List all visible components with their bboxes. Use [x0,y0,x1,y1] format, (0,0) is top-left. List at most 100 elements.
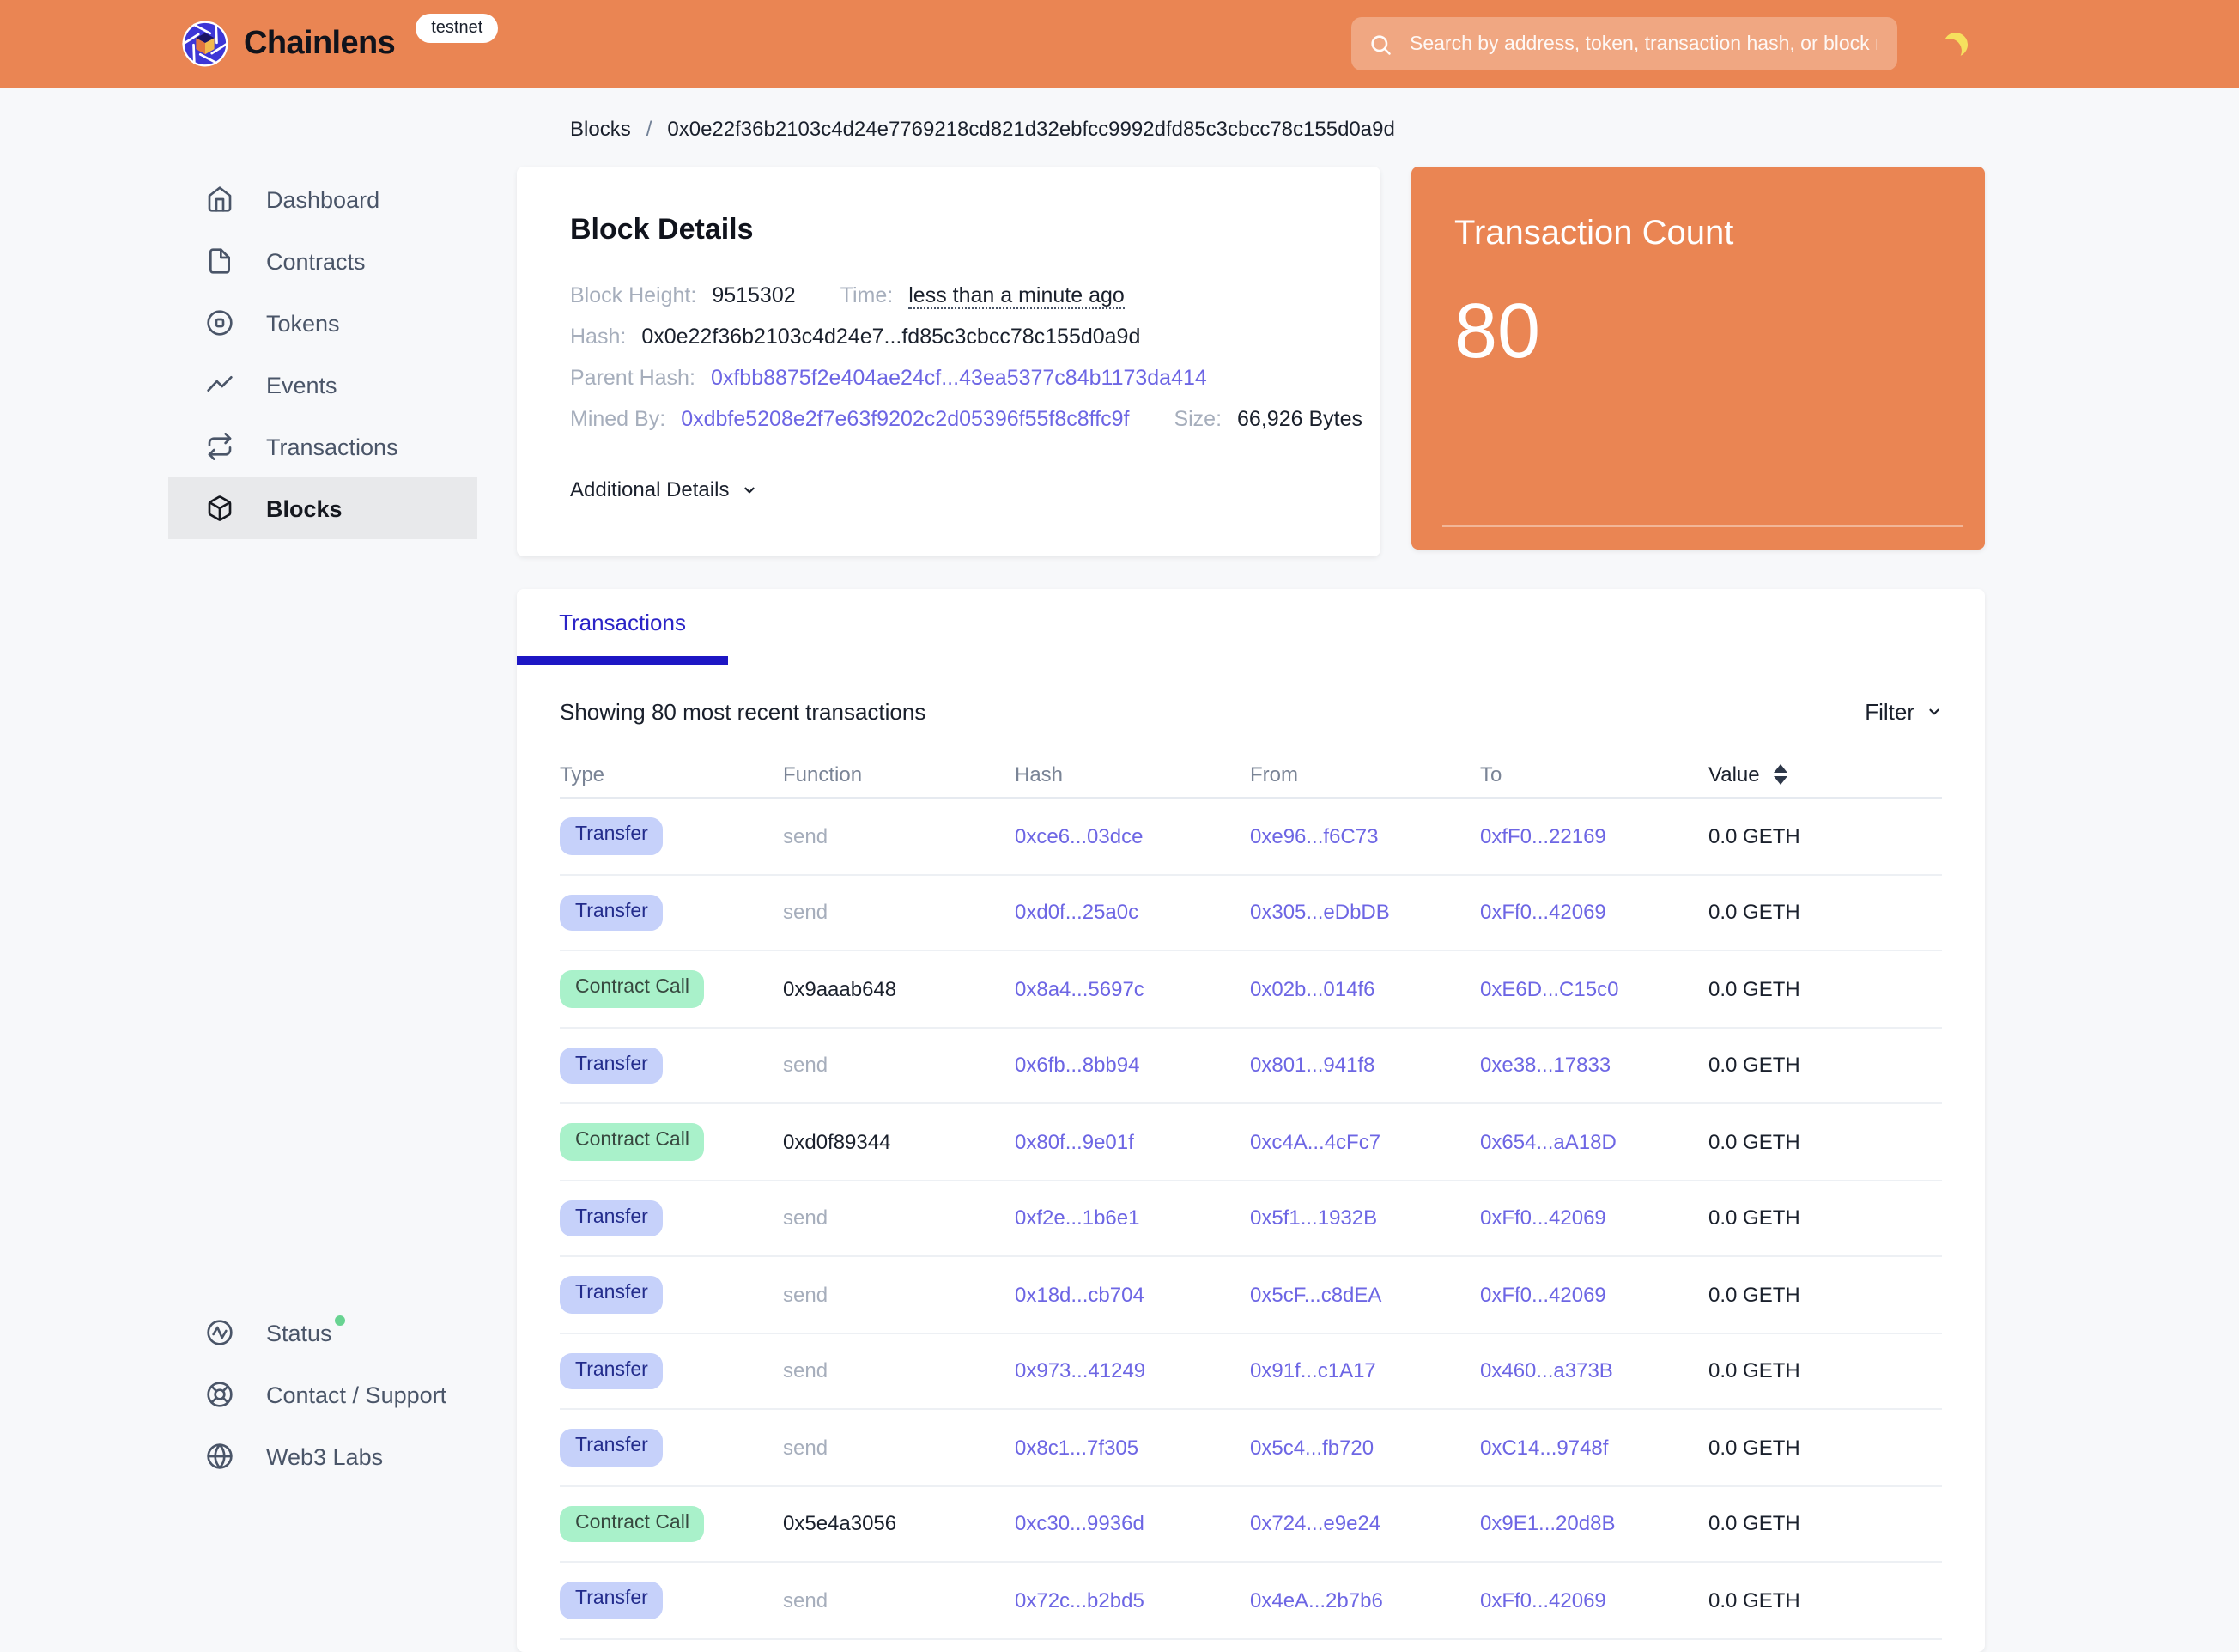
sidebar-item-label: Events [266,372,337,398]
tx-function: send [783,900,828,925]
tx-value: 0.0 GETH [1708,1129,1800,1154]
additional-details-label: Additional Details [570,477,730,501]
tx-to-link[interactable]: 0xFf0...42069 [1480,1206,1606,1230]
tx-hash-link[interactable]: 0x18d...cb704 [1015,1282,1144,1307]
tx-from-link[interactable]: 0x5f1...1932B [1250,1206,1378,1230]
sidebar-item-label: Status [266,1320,332,1345]
tx-hash-link[interactable]: 0xd0f...25a0c [1015,900,1139,925]
sidebar-item-web3-labs[interactable]: Web3 Labs [168,1425,477,1487]
tx-hash-link[interactable]: 0xf2e...1b6e1 [1015,1206,1140,1230]
cube-icon [208,495,232,521]
tx-from-link[interactable]: 0x305...eDbDB [1250,900,1390,925]
top-bar: Chainlens testnet [0,0,2239,88]
search-icon [1371,34,1391,54]
sidebar-item-tokens[interactable]: Tokens [168,292,477,354]
tx-value: 0.0 GETH [1708,823,1800,848]
theme-toggle-button[interactable] [1939,27,1973,61]
tab-transactions-label: Transactions [559,610,686,635]
tx-to-link[interactable]: 0xFf0...42069 [1480,1588,1606,1613]
sidebar-item-dashboard[interactable]: Dashboard [168,168,477,230]
parent-hash-link[interactable]: 0xfbb8875f2e404ae24cf...43ea5377c84b1173… [710,366,1207,390]
table-row: Contract Call 0x9aaab648 0x8a4...5697c 0x02… [560,951,1942,1028]
table-header-row: Type Function Hash From To Value [560,750,1942,799]
parent-hash-label: Parent Hash: [570,366,695,390]
tx-to-link[interactable]: 0xfF0...22169 [1480,823,1606,848]
breadcrumb-blocks-link[interactable]: Blocks [570,117,631,141]
tx-hash-link[interactable]: 0xc30...9936d [1015,1511,1144,1536]
time-value: less than a minute ago [908,282,1125,308]
tx-hash-link[interactable]: 0x80f...9e01f [1015,1129,1134,1154]
table-row: Transfer send 0x72c...b2bd5 0x4eA...2b7b6 0x… [560,1563,1942,1639]
tx-to-link[interactable]: 0x9E1...20d8B [1480,1511,1616,1536]
sidebar-item-label: Blocks [266,495,343,521]
tx-from-link[interactable]: 0x91f...c1A17 [1250,1358,1376,1383]
filter-label: Filter [1865,698,1914,724]
block-details-title: Block Details [570,213,754,246]
chevron-down-icon [1929,708,1939,714]
tx-value: 0.0 GETH [1708,976,1800,1001]
tx-to-link[interactable]: 0xFf0...42069 [1480,1282,1606,1307]
tx-from-link[interactable]: 0x5cF...c8dEA [1250,1282,1382,1307]
tx-type-badge: Contract Call [560,1505,705,1542]
global-search[interactable] [1351,17,1897,70]
sidebar-item-contact-support[interactable]: Contact / Support [168,1364,477,1425]
tx-from-link[interactable]: 0x724...e9e24 [1250,1511,1381,1536]
tx-type-badge: Transfer [560,1200,664,1236]
chainlens-shutter-icon [182,21,228,67]
sidebar-item-contracts[interactable]: Contracts [168,230,477,292]
tx-function: send [783,1435,828,1460]
tx-to-link[interactable]: 0x460...a373B [1480,1358,1613,1383]
tx-hash-link[interactable]: 0xce6...03dce [1015,823,1144,848]
sidebar-item-label: Web3 Labs [266,1443,384,1469]
table-row: Transfer send 0xf2e...1b6e1 0x5f1...1932B 0x… [560,1181,1942,1257]
tx-type-badge: Transfer [560,1352,664,1389]
brand-logo[interactable]: Chainlens [182,21,396,67]
lifebuoy-icon [207,1382,233,1407]
sidebar-item-transactions[interactable]: Transactions [168,416,477,477]
tx-hash-link[interactable]: 0x6fb...8bb94 [1015,1053,1140,1078]
tx-hash-link[interactable]: 0x8a4...5697c [1015,976,1144,1001]
tx-hash-link[interactable]: 0x8c1...7f305 [1015,1435,1139,1460]
tx-hash-link[interactable]: 0x72c...b2bd5 [1015,1588,1144,1613]
tx-to-link[interactable]: 0xE6D...C15c0 [1480,976,1619,1001]
brand-name: Chainlens [244,25,396,61]
tx-value: 0.0 GETH [1708,1282,1800,1307]
block-details-card: Block Details Block Height: 9515302 Time… [517,167,1380,556]
sidebar-item-blocks[interactable]: Blocks [168,477,477,539]
home-icon [208,186,232,212]
sidebar-item-events[interactable]: Events [168,354,477,416]
table-row: Contract Call 0x5e4a3056 0xc30...9936d 0x72… [560,1486,1942,1563]
tx-value: 0.0 GETH [1708,1511,1800,1536]
tab-transactions[interactable]: Transactions [517,589,728,656]
tx-from-link[interactable]: 0x02b...014f6 [1250,976,1375,1001]
tx-from-link[interactable]: 0x801...941f8 [1250,1053,1375,1078]
trend-icon [207,376,233,392]
tx-to-link[interactable]: 0xC14...9748f [1480,1435,1609,1460]
tx-to-link[interactable]: 0xe38...17833 [1480,1053,1611,1078]
sidebar-item-status[interactable]: Status [168,1302,477,1364]
sort-icon[interactable] [1773,764,1787,786]
tx-type-badge: Transfer [560,817,664,854]
column-header-to: To [1480,762,1502,786]
sidebar: Dashboard Contracts Tokens Events Transa… [168,88,477,1652]
tx-value: 0.0 GETH [1708,1435,1800,1460]
breadcrumb-separator: / [646,117,652,141]
tx-from-link[interactable]: 0x5c4...fb720 [1250,1435,1374,1460]
tx-function: 0x9aaab648 [783,976,897,1001]
table-row: Transfer send 0x6fb...8bb94 0x801...941f8 0x… [560,1028,1942,1104]
filter-button[interactable]: Filter [1865,698,1942,724]
tx-type-badge: Transfer [560,1047,664,1084]
tx-from-link[interactable]: 0xe96...f6C73 [1250,823,1379,848]
tx-from-link[interactable]: 0x4eA...2b7b6 [1250,1588,1383,1613]
additional-details-toggle[interactable]: Additional Details [570,477,1380,501]
table-row: Transfer send 0xd0f...25a0c 0x305...eDbDB 0x… [560,875,1942,951]
tx-value: 0.0 GETH [1708,1206,1800,1230]
column-header-value[interactable]: Value [1708,762,1942,786]
tx-hash-link[interactable]: 0x973...41249 [1015,1358,1146,1383]
tx-to-link[interactable]: 0xFf0...42069 [1480,900,1606,925]
breadcrumb: Blocks / 0x0e22f36b2103c4d24e7769218cd82… [570,117,1395,141]
mined-by-link[interactable]: 0xdbfe5208e2f7e63f9202c2d05396f55f8c8ffc… [681,407,1130,431]
search-input[interactable] [1406,32,1880,56]
tx-to-link[interactable]: 0x654...aA18D [1480,1129,1617,1154]
tx-from-link[interactable]: 0xc4A...4cFc7 [1250,1129,1381,1154]
